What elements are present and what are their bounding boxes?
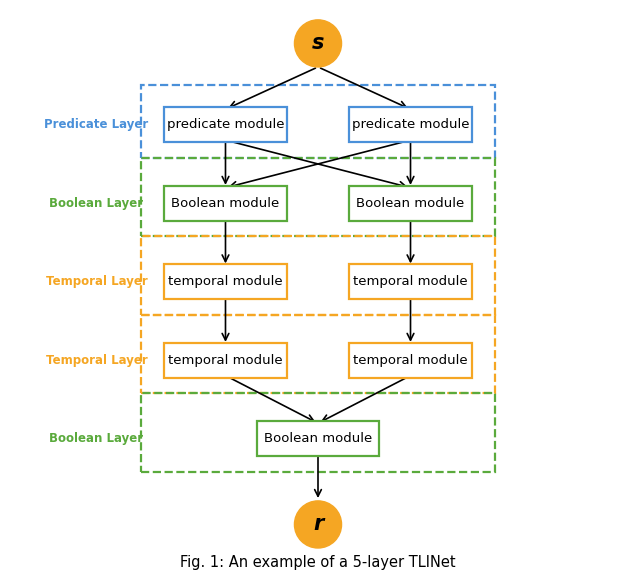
Text: Temporal Layer: Temporal Layer <box>46 354 148 367</box>
Circle shape <box>294 501 342 548</box>
FancyBboxPatch shape <box>349 264 472 300</box>
Bar <box>141 85 495 158</box>
FancyBboxPatch shape <box>349 343 472 378</box>
Text: predicate module: predicate module <box>167 118 284 131</box>
FancyBboxPatch shape <box>164 264 287 300</box>
Text: r: r <box>313 514 323 535</box>
FancyBboxPatch shape <box>349 185 472 221</box>
Text: temporal module: temporal module <box>353 354 468 367</box>
FancyBboxPatch shape <box>164 343 287 378</box>
FancyBboxPatch shape <box>257 421 379 456</box>
Text: s: s <box>312 33 324 54</box>
Bar <box>141 393 495 472</box>
Text: Boolean Layer: Boolean Layer <box>50 432 144 445</box>
FancyBboxPatch shape <box>164 185 287 221</box>
Text: Fig. 1: An example of a 5-layer TLINet: Fig. 1: An example of a 5-layer TLINet <box>180 555 456 570</box>
Text: Boolean Layer: Boolean Layer <box>50 196 144 210</box>
Text: predicate module: predicate module <box>352 118 469 131</box>
FancyBboxPatch shape <box>164 107 287 142</box>
FancyBboxPatch shape <box>349 107 472 142</box>
Bar <box>141 314 495 393</box>
Text: temporal module: temporal module <box>168 275 283 288</box>
Text: Boolean module: Boolean module <box>264 432 372 445</box>
Text: Temporal Layer: Temporal Layer <box>46 275 148 288</box>
Circle shape <box>294 20 342 67</box>
Bar <box>141 158 495 236</box>
Text: temporal module: temporal module <box>353 275 468 288</box>
Text: temporal module: temporal module <box>168 354 283 367</box>
Text: Boolean module: Boolean module <box>356 196 465 210</box>
Bar <box>141 236 495 314</box>
Text: Predicate Layer: Predicate Layer <box>45 118 149 131</box>
Text: Boolean module: Boolean module <box>171 196 280 210</box>
